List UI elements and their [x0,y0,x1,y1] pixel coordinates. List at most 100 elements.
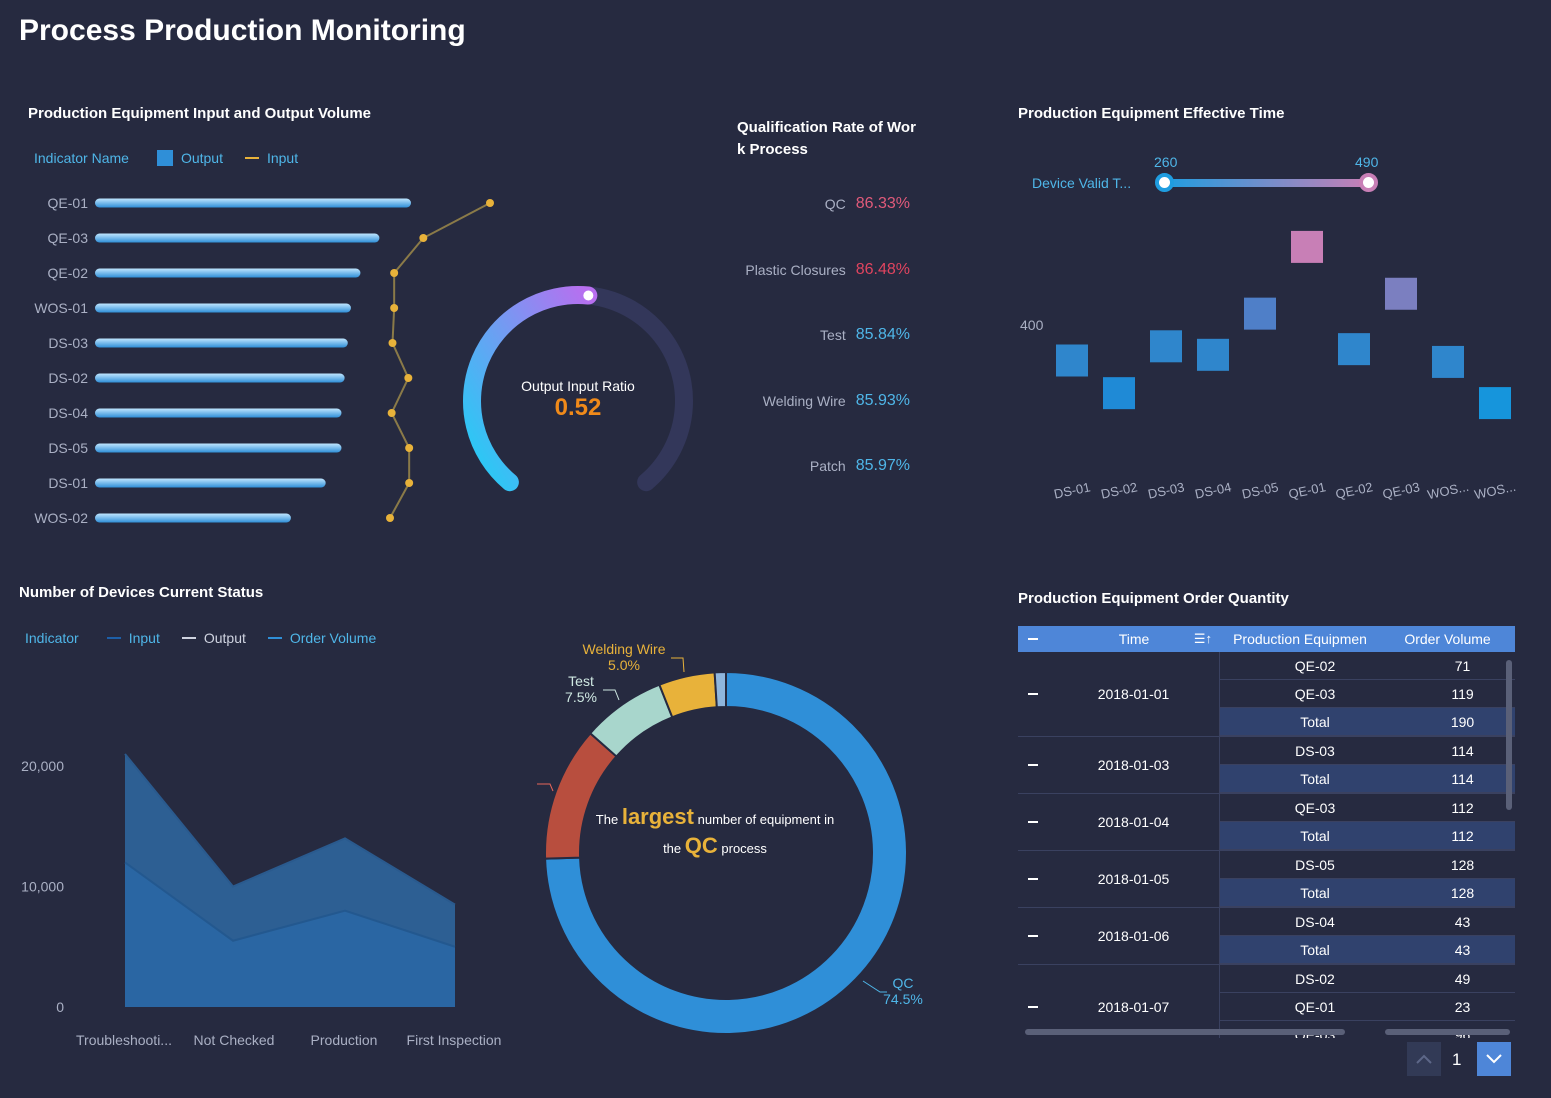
io-category-label: DS-03 [48,335,88,351]
gauge-label: Output Input Ratio [521,378,635,394]
sort-icon[interactable]: ☰↑ [1193,631,1212,646]
slider-max-handle[interactable] [1359,173,1378,192]
output-bar [95,303,351,313]
collapse-group-button[interactable] [1018,908,1048,964]
table-row[interactable]: DS-03 114 [1220,737,1515,765]
table-row[interactable]: QE-03 119 [1220,680,1515,708]
input-line-swatch [106,637,121,639]
collapse-group-button[interactable] [1018,794,1048,850]
slider-track[interactable] [1164,179,1369,187]
header-time[interactable]: Time ☰↑ [1048,626,1220,652]
scatter-point [1150,330,1182,363]
input-point [405,444,414,452]
io-legend-output[interactable]: Output [180,150,223,166]
slider-label: Device Valid T... [1032,175,1132,191]
input-point [390,269,399,277]
donut-rest1: number of equipment in [697,812,835,827]
donut-label-name: Test [568,673,594,689]
output-bar [95,478,326,488]
table-row[interactable]: QE-02 71 [1220,652,1515,680]
output-swatch [156,150,173,166]
equipment-cell: DS-02 [1295,970,1335,987]
donut-largest: largest [621,804,694,829]
x-category-label: Production [311,1032,378,1048]
table-row[interactable]: QE-01 23 [1220,993,1515,1021]
qualification-name: Patch [809,458,846,474]
total-row[interactable]: Total 190 [1220,708,1515,736]
header-time-label: Time [1118,631,1150,647]
io-legend-input[interactable]: Input [266,150,299,166]
qualification-title-line1: Qualification Rate of Wor [737,119,916,136]
total-row[interactable]: Total 112 [1220,822,1515,850]
header-volume[interactable]: Order Volume [1404,631,1491,647]
scatter-category-label: DS-02 [1100,479,1139,501]
date-cell: 2018-01-04 [1048,794,1220,850]
qualification-row: Plastic Closures 86.48% [730,260,910,280]
vertical-scrollbar[interactable] [1506,660,1512,810]
slider-max-value: 490 [1355,154,1379,170]
input-point [387,409,396,417]
status-legend-indicator[interactable]: Indicator [25,630,79,646]
scatter-point [1385,277,1417,310]
page-down-button[interactable] [1477,1042,1511,1076]
scatter-category-label: QE-02 [1334,479,1374,501]
slider-min-handle[interactable] [1155,173,1174,192]
volume-cell: 23 [1454,998,1471,1015]
table-row[interactable]: DS-02 49 [1220,965,1515,993]
volume-cell: 128 [1450,856,1475,873]
table-row[interactable]: DS-05 128 [1220,851,1515,879]
order-volume-line [124,861,456,948]
page-up-button[interactable] [1407,1042,1441,1076]
donut-qc: QC [684,833,718,858]
horizontal-scrollbar-left[interactable] [1025,1029,1345,1035]
collapse-all-button[interactable] [1018,626,1048,652]
date-cell: 2018-01-07 [1048,965,1220,1038]
donut-leader-line [603,689,620,701]
io-category-label: DS-04 [48,405,88,421]
table-header: Time ☰↑ Production Equipmen Order Volume [1018,626,1515,652]
header-equipment[interactable]: Production Equipmen [1233,631,1367,647]
table-row[interactable]: QE-03 112 [1220,794,1515,822]
status-legend-output[interactable]: Output [203,630,246,646]
horizontal-scrollbar-right[interactable] [1385,1029,1510,1035]
equipment-cell: QE-03 [1294,685,1336,702]
total-row[interactable]: Total 43 [1220,936,1515,964]
qualification-value: 85.97% [855,457,910,474]
output-bar [95,443,342,453]
io-legend-indicator[interactable]: Indicator Name [34,150,129,166]
qualification-name: Plastic Closures [745,261,846,278]
scatter-category-label: QE-01 [1287,479,1327,501]
qualification-row: Patch 85.97% [730,456,910,476]
table-body: 2018-01-01 QE-02 71 QE-03 119 Total 190 2018-01… [1018,652,1515,1038]
collapse-group-button[interactable] [1018,965,1048,1038]
scatter-category-label: DS-03 [1147,479,1186,501]
scatter-point [1338,333,1370,366]
order-table: Time ☰↑ Production Equipmen Order Volume… [1018,626,1515,1038]
y-tick-label: 0 [56,999,64,1015]
output-bar [95,338,348,348]
status-legend-input[interactable]: Input [128,630,160,646]
collapse-group-button[interactable] [1018,652,1048,736]
input-swatch [244,157,259,159]
input-point [388,339,397,347]
donut-leader-line [537,783,554,792]
status-legend-order[interactable]: Order Volume [289,630,377,646]
order-table-title: Production Equipment Order Quantity [1018,590,1289,607]
donut-center-text: The largest number of equipment in the Q… [575,804,855,862]
volume-cell: 43 [1454,941,1471,958]
effective-time-title: Production Equipment Effective Time [1018,105,1285,122]
scatter-category-label: DS-04 [1194,479,1233,501]
donut-label-name: Welding Wire [583,641,666,657]
input-point [404,374,413,382]
collapse-group-button[interactable] [1018,851,1048,907]
equipment-cell: QE-02 [1294,657,1336,674]
total-row[interactable]: Total 128 [1220,879,1515,907]
gauge-knob [583,290,594,301]
collapse-group-button[interactable] [1018,737,1048,793]
donut-label-pct: 74.5% [883,991,923,1007]
page-title: Process Production Monitoring [19,14,466,47]
equipment-cell: DS-03 [1295,742,1335,759]
table-row[interactable]: DS-04 43 [1220,908,1515,936]
total-row[interactable]: Total 114 [1220,765,1515,793]
